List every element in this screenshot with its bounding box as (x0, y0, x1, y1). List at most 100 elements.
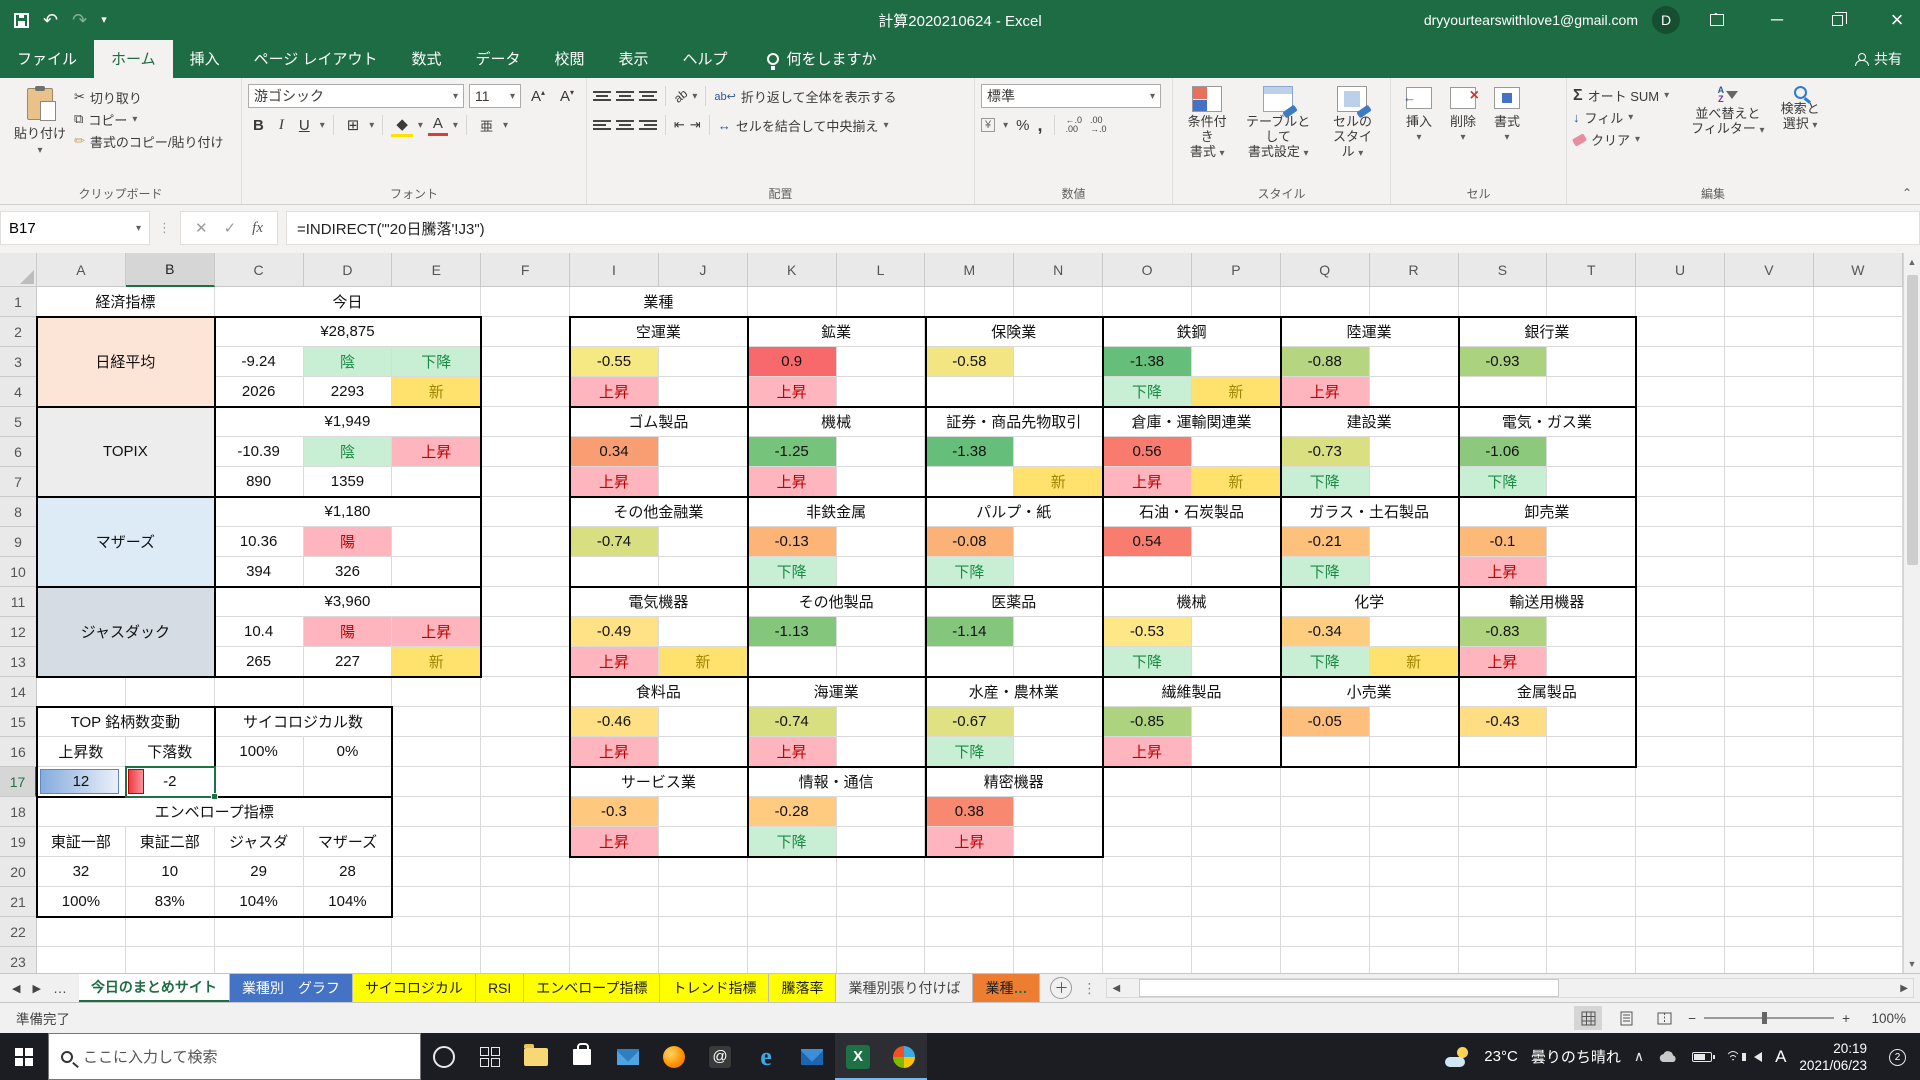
vertical-scrollbar[interactable]: ▲ ▼ (1903, 253, 1920, 973)
cell-W9[interactable] (1813, 527, 1903, 557)
row-header-15[interactable]: 15 (0, 707, 37, 737)
cell-W19[interactable] (1813, 827, 1903, 857)
cell-J3[interactable] (658, 347, 748, 377)
col-header-V[interactable]: V (1725, 253, 1814, 287)
sheet-tab-6[interactable]: トレンド指標 (660, 974, 770, 1002)
sheet-tab-4[interactable]: RSI (475, 974, 525, 1002)
cell-N7[interactable]: 新 (1014, 467, 1104, 497)
cell-I7[interactable]: 上昇 (570, 467, 659, 497)
mail-button[interactable] (605, 1033, 651, 1080)
cell-R17[interactable] (1369, 767, 1459, 797)
cell-S22[interactable] (1458, 917, 1548, 947)
cell-A21[interactable]: 100% (37, 887, 126, 917)
cell-S3[interactable]: -0.93 (1458, 347, 1548, 377)
copy-button[interactable]: ⧉ コピー ▾ (74, 111, 138, 128)
cell-Q15[interactable]: -0.05 (1280, 707, 1370, 737)
cell-O3[interactable]: -1.38 (1103, 347, 1192, 377)
cell-U20[interactable] (1636, 857, 1726, 887)
cell-F12[interactable] (481, 617, 571, 647)
cell-K18[interactable]: -0.28 (747, 797, 837, 827)
cell-C8[interactable]: ¥1,180 (214, 497, 482, 527)
cell-U13[interactable] (1636, 647, 1726, 677)
cell-S1[interactable] (1458, 287, 1548, 317)
cell-P4[interactable]: 新 (1191, 377, 1281, 407)
cell-A14[interactable] (37, 677, 126, 707)
number-format-combo[interactable]: 標準 ▾ (981, 84, 1161, 108)
row-header-13[interactable]: 13 (0, 647, 37, 677)
cell-I15[interactable]: -0.46 (570, 707, 659, 737)
cell-P1[interactable] (1191, 287, 1281, 317)
orientation-icon[interactable]: ab (671, 86, 691, 106)
cell-W22[interactable] (1813, 917, 1903, 947)
cell-W4[interactable] (1813, 377, 1903, 407)
cell-C10[interactable]: 394 (214, 557, 304, 587)
cell-U10[interactable] (1636, 557, 1726, 587)
cell-O21[interactable] (1103, 887, 1192, 917)
col-header-M[interactable]: M (925, 253, 1015, 287)
cell-S15[interactable]: -0.43 (1458, 707, 1548, 737)
new-sheet-button[interactable]: ＋ (1050, 977, 1073, 999)
cell-L13[interactable] (836, 647, 926, 677)
cell-R23[interactable] (1369, 947, 1459, 973)
minimize-button[interactable]: ─ (1770, 10, 1784, 29)
cell-U12[interactable] (1636, 617, 1726, 647)
cell-F5[interactable] (481, 407, 571, 437)
select-all-corner[interactable] (0, 253, 37, 287)
cell-T13[interactable] (1547, 647, 1637, 677)
cell-C3[interactable]: -9.24 (214, 347, 304, 377)
cell-A15[interactable]: TOP 銘柄数変動 (37, 707, 215, 737)
comma-icon[interactable]: , (1037, 114, 1043, 135)
cell-V7[interactable] (1725, 467, 1814, 497)
cell-U19[interactable] (1636, 827, 1726, 857)
cell-D20[interactable]: 28 (303, 857, 393, 887)
cell-S20[interactable] (1458, 857, 1548, 887)
cell-W8[interactable] (1813, 497, 1903, 527)
row-header-9[interactable]: 9 (0, 527, 37, 557)
task-view-button[interactable] (467, 1033, 513, 1080)
cell-F23[interactable] (481, 947, 571, 973)
cell-S7[interactable]: 下降 (1458, 467, 1548, 497)
cell-I13[interactable]: 上昇 (570, 647, 659, 677)
cell-V6[interactable] (1725, 437, 1814, 467)
cell-U8[interactable] (1636, 497, 1726, 527)
cell-C17[interactable] (214, 767, 304, 797)
cell-O7[interactable]: 上昇 (1103, 467, 1192, 497)
cell-F10[interactable] (481, 557, 571, 587)
speaker-icon[interactable] (1742, 1051, 1763, 1062)
cell-O5[interactable]: 倉庫・運輸関連業 (1103, 407, 1281, 437)
cell-E7[interactable] (392, 467, 482, 497)
cell-M18[interactable]: 0.38 (925, 797, 1015, 827)
cell-N18[interactable] (1014, 797, 1104, 827)
cell-T3[interactable] (1547, 347, 1637, 377)
cell-B21[interactable]: 83% (125, 887, 215, 917)
zoom-in-icon[interactable]: + (1842, 1010, 1850, 1026)
cell-I19[interactable]: 上昇 (570, 827, 659, 857)
align-center-icon[interactable] (616, 120, 634, 130)
edge-button[interactable]: e (743, 1033, 789, 1080)
cell-T6[interactable] (1547, 437, 1637, 467)
cell-Q7[interactable]: 下降 (1280, 467, 1370, 497)
cell-B19[interactable]: 東証二部 (125, 827, 215, 857)
increase-indent-icon[interactable]: ⇥ (689, 117, 701, 132)
cell-L18[interactable] (836, 797, 926, 827)
cell-F17[interactable] (481, 767, 571, 797)
wifi-icon[interactable] (1725, 1050, 1742, 1063)
cell-L19[interactable] (836, 827, 926, 857)
scroll-right-icon[interactable]: ▶ (1900, 982, 1908, 994)
start-button[interactable] (0, 1033, 48, 1080)
merge-center-button[interactable]: ↔ セルを結合して中央揃え ▾ (717, 117, 889, 134)
cell-I16[interactable]: 上昇 (570, 737, 659, 767)
cell-W5[interactable] (1813, 407, 1903, 437)
cell-J6[interactable] (658, 437, 748, 467)
cell-U1[interactable] (1636, 287, 1726, 317)
cell-I14[interactable]: 食料品 (570, 677, 748, 707)
cell-S12[interactable]: -0.83 (1458, 617, 1548, 647)
cell-M15[interactable]: -0.67 (925, 707, 1015, 737)
cell-V16[interactable] (1725, 737, 1814, 767)
cell-F9[interactable] (481, 527, 571, 557)
cell-S4[interactable] (1458, 377, 1548, 407)
cell-V10[interactable] (1725, 557, 1814, 587)
cell-O13[interactable]: 下降 (1103, 647, 1192, 677)
cell-N4[interactable] (1014, 377, 1104, 407)
